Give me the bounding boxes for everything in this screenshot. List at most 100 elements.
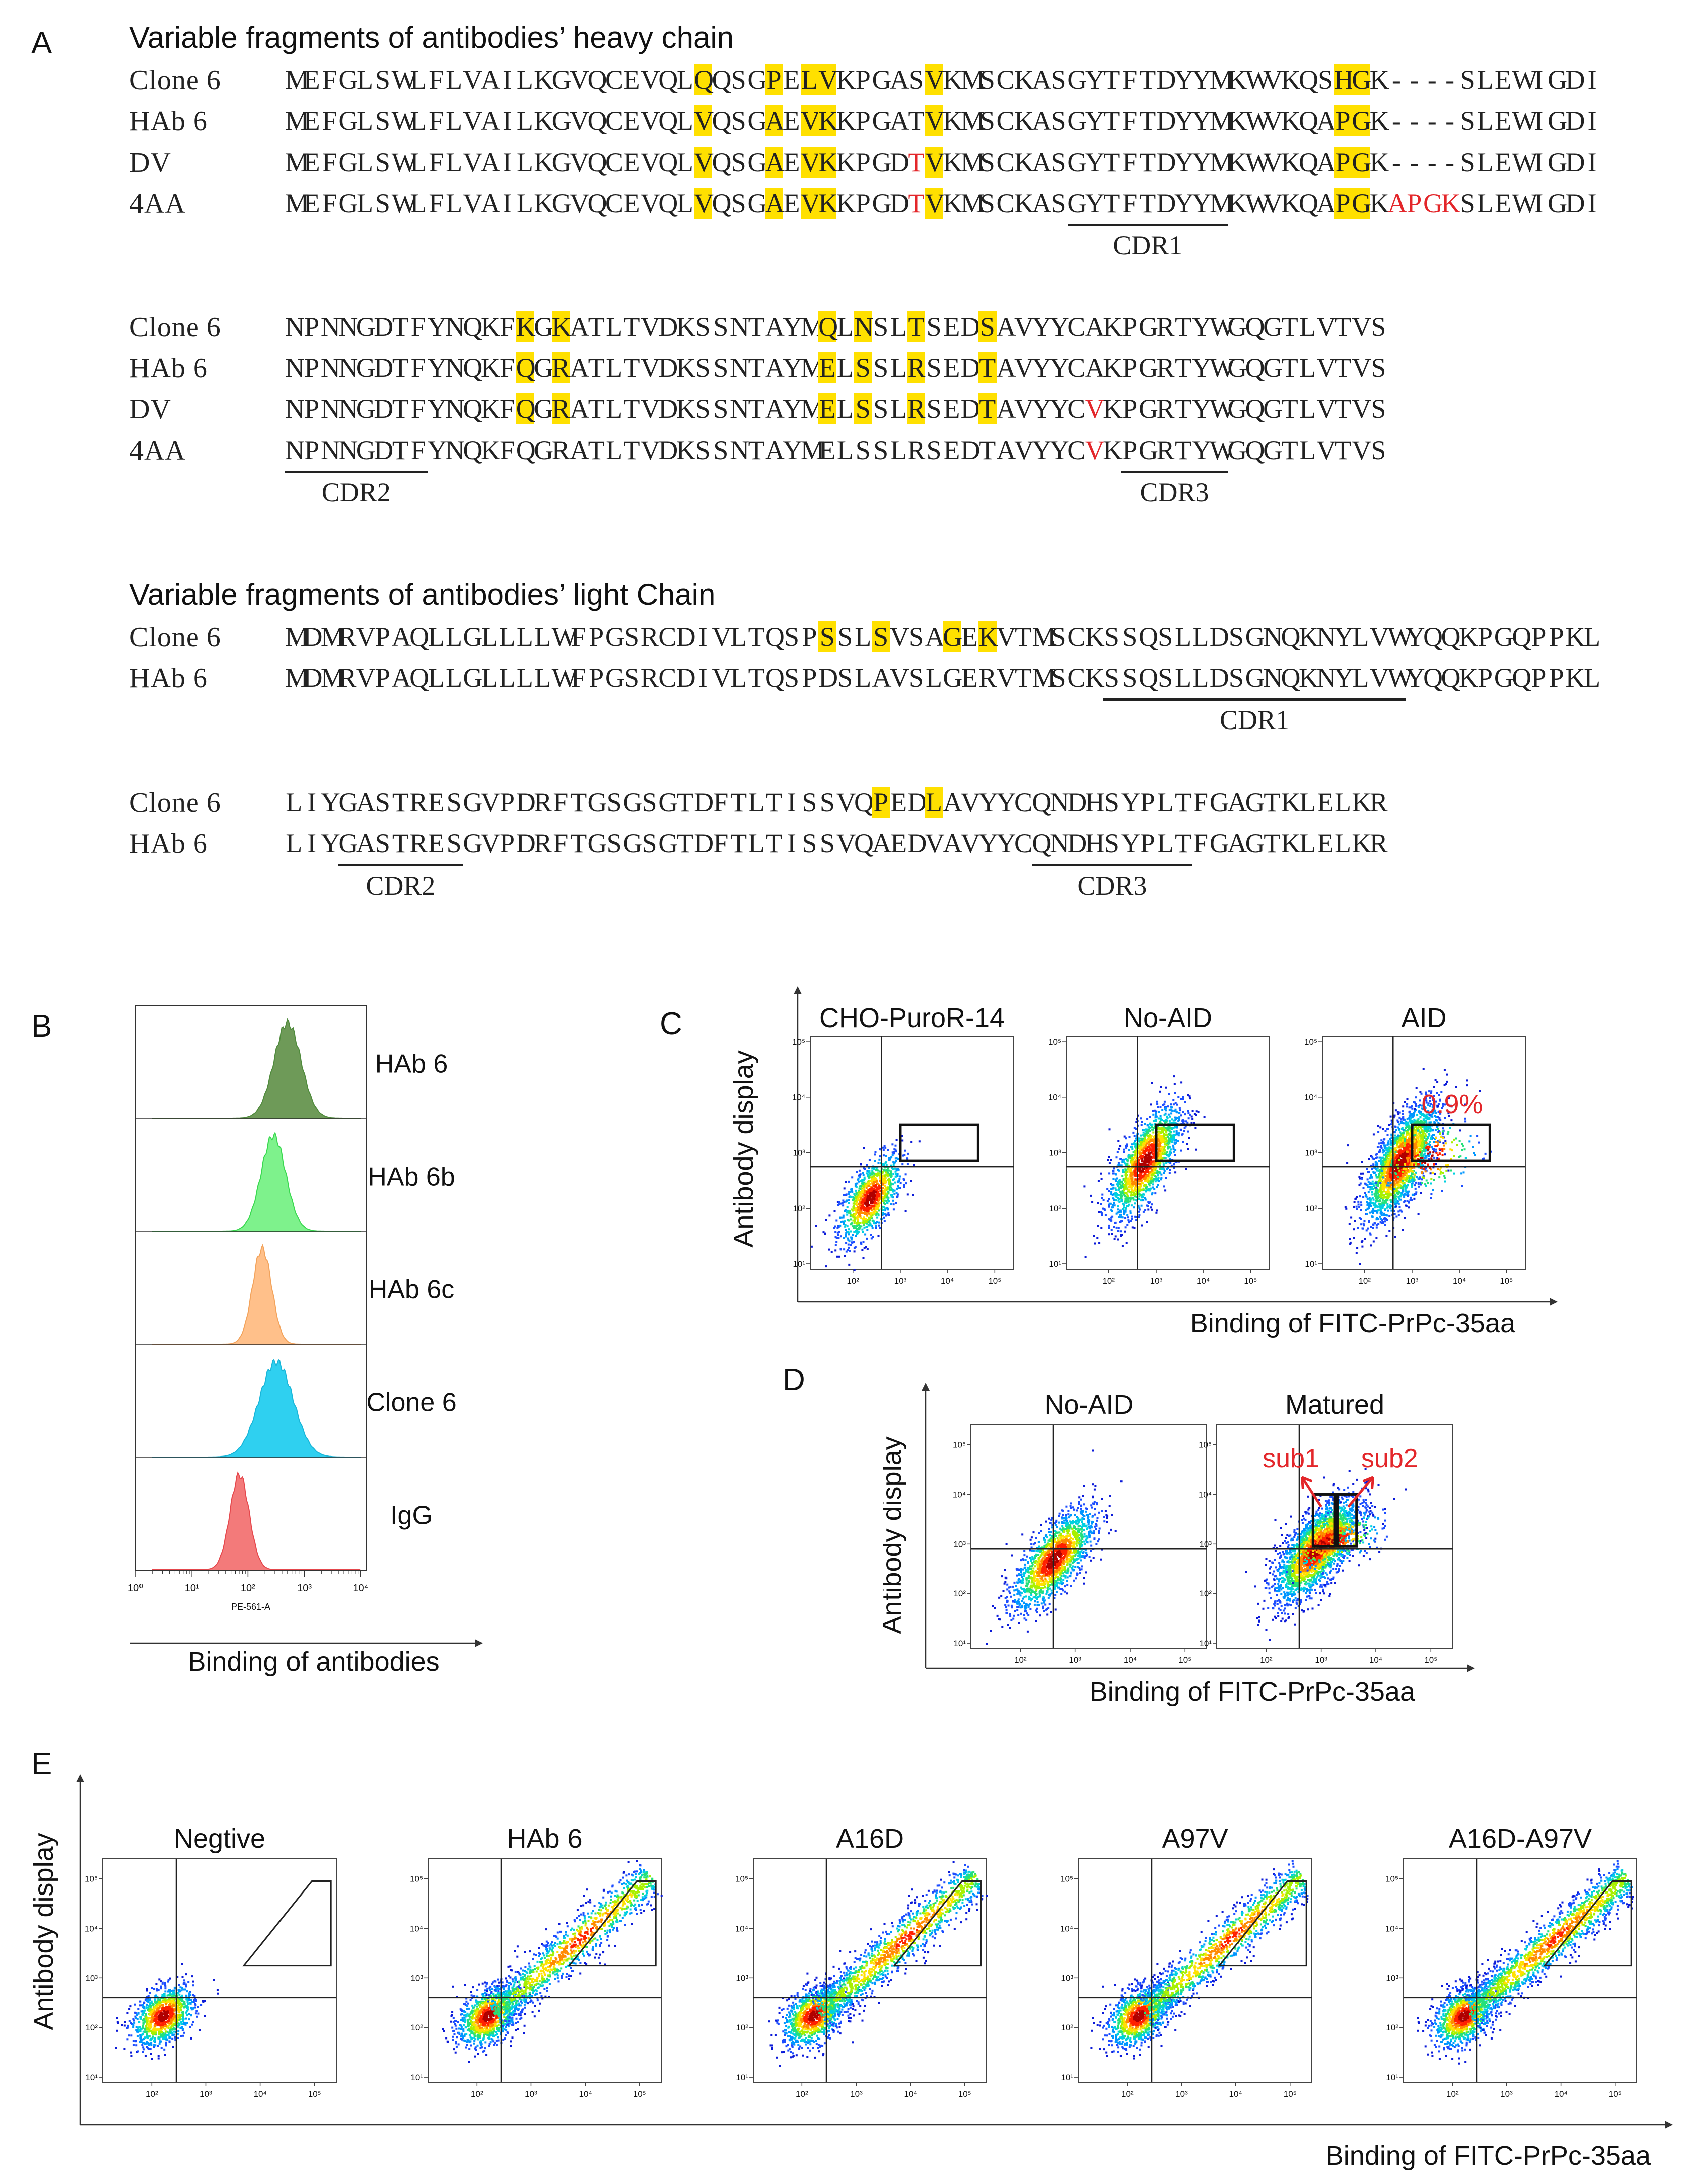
event-dot xyxy=(890,1170,892,1173)
event-dot xyxy=(1148,1188,1150,1190)
event-dot xyxy=(1138,1214,1141,1216)
event-dot xyxy=(1435,1116,1437,1118)
residue: G xyxy=(356,393,376,424)
residue: W xyxy=(552,662,578,693)
residue: L xyxy=(1334,828,1352,859)
residue: Y xyxy=(1192,352,1211,383)
event-dot xyxy=(1148,1189,1151,1192)
residue: A xyxy=(392,621,411,652)
residue: C xyxy=(997,147,1015,178)
residue: T xyxy=(1174,352,1192,383)
residue: G xyxy=(1263,434,1283,466)
event-dot xyxy=(1169,1127,1171,1130)
event-dot xyxy=(1121,1189,1124,1192)
residue: S xyxy=(1050,64,1067,95)
residue: D xyxy=(1067,828,1087,859)
residue: G xyxy=(1548,147,1567,178)
event-dot xyxy=(1383,1158,1385,1160)
axis-name: PE-561-A xyxy=(231,1601,270,1612)
event-dot xyxy=(1427,1102,1430,1105)
event-dot xyxy=(1158,1111,1160,1113)
residue: I xyxy=(498,105,516,136)
event-dot xyxy=(1375,1224,1378,1227)
event-dot xyxy=(845,1242,848,1244)
residue: V xyxy=(641,147,660,178)
event-dot xyxy=(1143,1142,1145,1144)
event-dot xyxy=(1144,1151,1146,1154)
event-dot xyxy=(1439,1141,1441,1143)
residue: F xyxy=(321,105,338,136)
event-dot xyxy=(1165,1140,1167,1143)
event-dot xyxy=(863,1186,865,1188)
event-dot xyxy=(1122,1169,1124,1171)
residue: E xyxy=(1316,787,1334,818)
event-dot xyxy=(850,1230,852,1233)
event-dot xyxy=(904,1173,907,1176)
event-dot xyxy=(1399,1138,1402,1140)
residue: V xyxy=(997,662,1016,693)
highlighted-residue: P xyxy=(1334,147,1352,178)
event-dot xyxy=(1124,1201,1126,1204)
highlighted-residue: G xyxy=(1352,105,1371,136)
event-dot xyxy=(848,1193,850,1195)
event-dot xyxy=(848,1199,850,1201)
residue: G xyxy=(552,64,572,95)
residue: I xyxy=(1583,147,1601,178)
event-dot xyxy=(873,1179,876,1182)
event-dot xyxy=(897,1185,899,1187)
event-dot xyxy=(1417,1118,1420,1120)
residue: W xyxy=(1387,621,1413,652)
residue: G xyxy=(356,311,376,342)
mutated-residue: P xyxy=(1406,188,1423,219)
event-dot xyxy=(1127,1178,1129,1180)
event-dot xyxy=(884,1203,886,1205)
residue: K xyxy=(481,393,500,424)
event-dot xyxy=(870,1200,872,1203)
residue: F xyxy=(428,105,445,136)
residue: L xyxy=(516,147,534,178)
event-dot xyxy=(843,1201,846,1203)
residue: D xyxy=(1156,188,1176,219)
event-dot xyxy=(872,1202,875,1204)
event-dot xyxy=(1162,1125,1165,1128)
event-dot xyxy=(868,1170,871,1172)
residue: T xyxy=(623,434,640,466)
event-dot xyxy=(1164,1145,1166,1148)
event-dot xyxy=(843,1187,846,1190)
event-dot xyxy=(1432,1099,1434,1101)
event-dot xyxy=(1382,1128,1384,1130)
residue: L xyxy=(1476,147,1494,178)
event-dot xyxy=(845,1234,847,1236)
event-dot xyxy=(871,1182,874,1185)
highlighted-residue: P xyxy=(1334,188,1352,219)
event-dot xyxy=(867,1174,869,1176)
event-dot xyxy=(887,1212,890,1214)
event-dot xyxy=(861,1205,863,1207)
event-dot xyxy=(1406,1118,1409,1120)
event-dot xyxy=(1108,1172,1111,1175)
cdr-underline xyxy=(1103,698,1406,701)
residue: G xyxy=(356,434,376,466)
event-dot xyxy=(1424,1169,1427,1172)
event-dot xyxy=(882,1170,884,1173)
event-dot xyxy=(1378,1203,1380,1205)
event-dot xyxy=(1379,1207,1382,1210)
residue: K xyxy=(1370,188,1389,219)
event-dot xyxy=(836,1227,839,1229)
event-dot xyxy=(1174,1119,1176,1122)
event-dot xyxy=(1170,1109,1173,1112)
event-dot xyxy=(1151,1143,1153,1146)
event-dot xyxy=(1187,1112,1190,1114)
event-dot xyxy=(1424,1109,1426,1111)
residue: R xyxy=(641,621,659,652)
event-dot xyxy=(1390,1123,1392,1126)
event-dot xyxy=(1159,1154,1162,1157)
event-dot xyxy=(850,1196,852,1198)
residue: V xyxy=(356,662,376,693)
event-dot xyxy=(847,1239,850,1241)
event-dot xyxy=(1113,1202,1115,1204)
event-dot xyxy=(1171,1134,1173,1137)
event-dot xyxy=(1373,1206,1376,1209)
event-dot xyxy=(1120,1197,1123,1199)
